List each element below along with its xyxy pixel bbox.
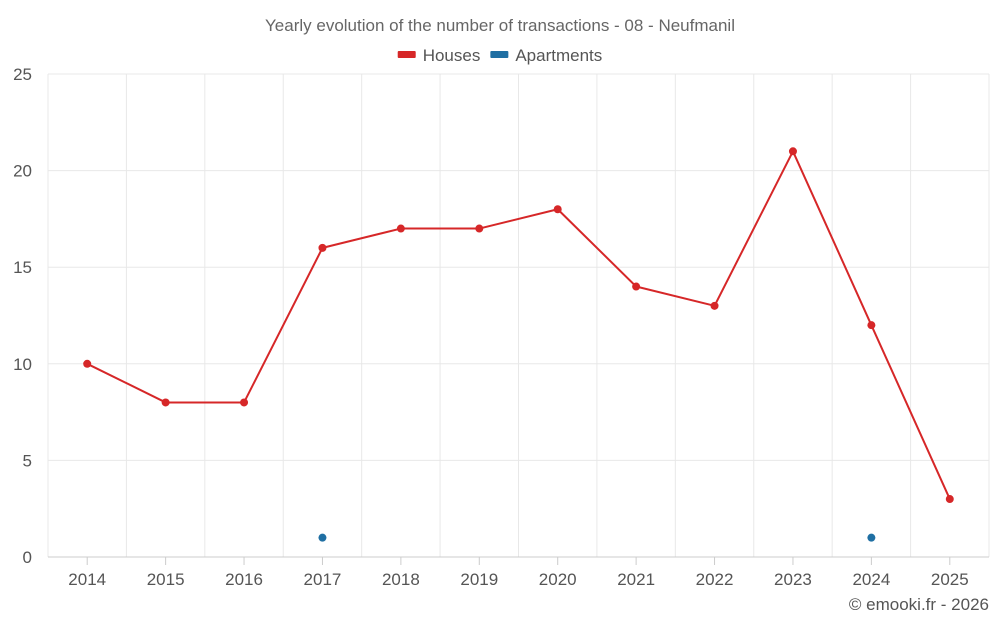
grid: [47, 73, 990, 557]
legend-swatch: [397, 51, 416, 58]
legend-item-apartments: Apartments: [490, 46, 602, 65]
data-point-houses: [632, 282, 641, 291]
data-point-houses: [867, 321, 876, 330]
x-tick-label: 2023: [774, 570, 812, 589]
legend-label: Apartments: [515, 46, 602, 65]
y-tick-label: 0: [23, 548, 32, 567]
y-tick-label: 20: [13, 162, 32, 181]
x-tick-label: 2018: [382, 570, 420, 589]
data-point-houses: [553, 205, 562, 214]
data-point-houses: [945, 495, 954, 504]
y-tick-label: 25: [13, 65, 32, 84]
legend-swatch: [490, 51, 509, 58]
x-tick-label: 2014: [68, 570, 106, 589]
y-tick-label: 5: [23, 451, 32, 470]
legend-item-houses: Houses: [397, 46, 481, 65]
data-point-houses: [396, 224, 405, 233]
data-point-houses: [83, 359, 92, 368]
data-point-apartments: [867, 533, 876, 542]
series-line-houses: [86, 150, 951, 500]
x-tick-label: 2021: [617, 570, 655, 589]
x-tick-label: 2019: [460, 570, 498, 589]
y-tick-label: 15: [13, 258, 32, 277]
data-point-apartments: [318, 533, 327, 542]
x-tick-label: 2025: [931, 570, 969, 589]
x-tick-label: 2022: [696, 570, 734, 589]
y-tick-label: 10: [13, 355, 32, 374]
chart-title: Yearly evolution of the number of transa…: [265, 16, 735, 35]
x-tick-label: 2017: [304, 570, 342, 589]
credit-text: © emooki.fr - 2026: [849, 595, 989, 614]
data-point-houses: [475, 224, 484, 233]
x-tick-label: 2015: [147, 570, 185, 589]
data-point-houses: [240, 398, 249, 407]
data-point-houses: [161, 398, 170, 407]
data-point-houses: [788, 147, 797, 156]
x-tick-label: 2020: [539, 570, 577, 589]
x-tick-label: 2016: [225, 570, 263, 589]
data-point-houses: [318, 243, 327, 252]
legend-label: Houses: [423, 46, 481, 65]
series: [83, 147, 954, 542]
x-tick-label: 2024: [852, 570, 890, 589]
legend: Houses Apartments: [397, 46, 602, 65]
data-point-houses: [710, 301, 719, 310]
